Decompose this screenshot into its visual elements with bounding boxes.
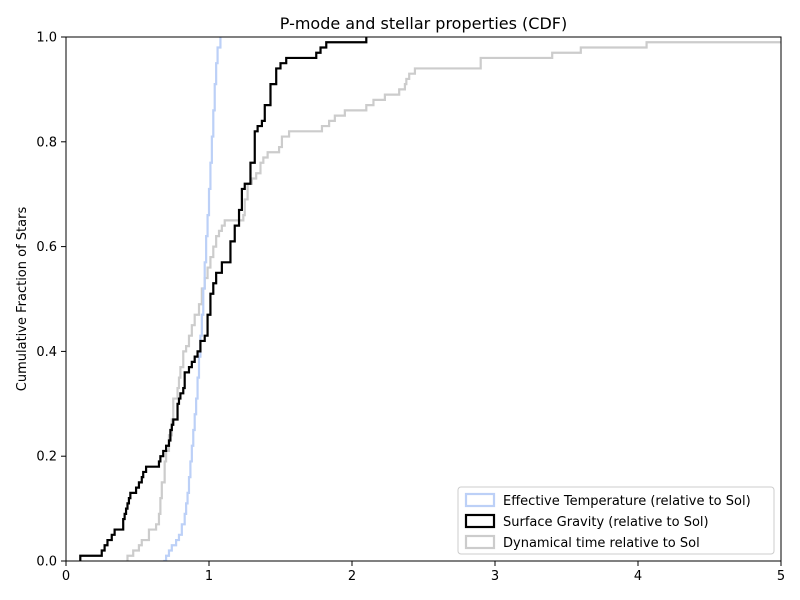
- ticks-layer: 0 1 2 3 4 5 0.0 0.2 0.4 0.6 0.8 1.0: [36, 31, 785, 585]
- x-tick-label: 1: [205, 569, 213, 584]
- series-line-0: [163, 37, 222, 561]
- legend-label-2: Dynamical time relative to Sol: [503, 536, 700, 551]
- series-layer: [79, 37, 781, 561]
- plot-frame: [65, 36, 782, 562]
- x-tick-label: 0: [62, 569, 70, 584]
- legend-label-0: Effective Temperature (relative to Sol): [503, 494, 751, 509]
- y-tick-label: 0.8: [36, 135, 57, 150]
- series-line-2: [126, 41, 781, 561]
- series-line-1: [79, 37, 368, 561]
- y-tick-label: 0.2: [36, 450, 57, 465]
- legend-swatch-1: [464, 513, 496, 529]
- legend-box: [457, 486, 775, 555]
- legend-swatch-0: [464, 492, 496, 508]
- x-tick-label: 5: [777, 569, 785, 584]
- y-tick-label: 0.0: [36, 555, 57, 570]
- legend: Effective Temperature (relative to Sol) S…: [457, 486, 775, 555]
- y-tick-label: 1.0: [36, 31, 57, 46]
- legend-label-1: Surface Gravity (relative to Sol): [503, 515, 709, 530]
- x-tick-label: 2: [348, 569, 356, 584]
- x-tick-label: 3: [491, 569, 499, 584]
- y-tick-label: 0.4: [36, 345, 57, 360]
- legend-swatch-2: [464, 534, 496, 550]
- y-axis-label: Cumulative Fraction of Stars: [15, 207, 30, 392]
- chart-title: P-mode and stellar properties (CDF): [280, 14, 567, 33]
- x-tick-label: 4: [634, 569, 642, 584]
- y-tick-label: 0.6: [36, 240, 57, 255]
